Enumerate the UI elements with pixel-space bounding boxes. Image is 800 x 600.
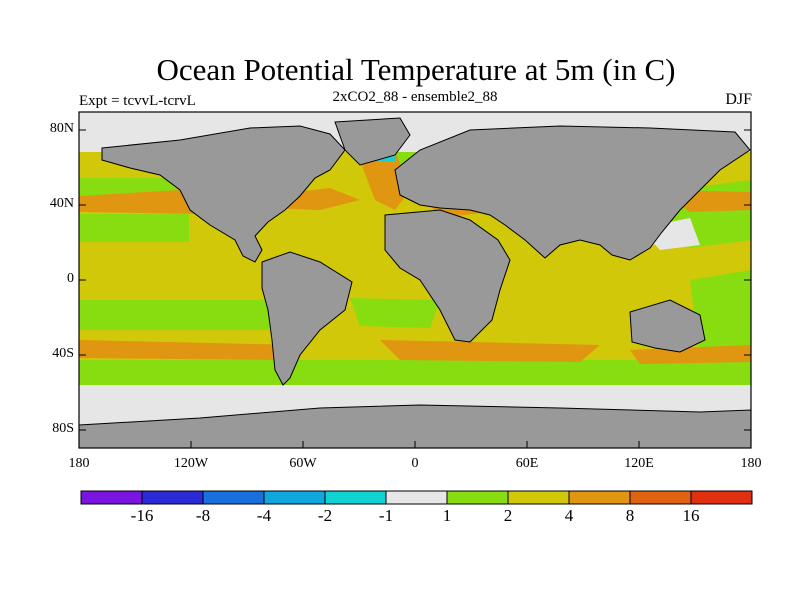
lon-label-120w: 120W — [173, 456, 209, 471]
lat-label-40s: 40S — [52, 346, 74, 361]
colorbar-label: -8 — [195, 506, 211, 525]
south-america — [261, 251, 353, 386]
axis-ticks — [79, 129, 751, 448]
lon-label-180w: 180 — [68, 456, 90, 471]
lon-label-180e: 180 — [740, 456, 762, 471]
africa — [384, 209, 511, 343]
run-label: 2xCO2_88 - ensemble2_88 — [332, 89, 498, 105]
colorbar-swatch — [324, 490, 387, 505]
colorbar-swatch — [141, 490, 204, 505]
colorbar-label: -4 — [256, 506, 272, 525]
greenland — [334, 117, 411, 166]
colorbar-swatch — [263, 490, 326, 505]
colorbar-label: 4 — [564, 506, 574, 525]
lat-label-80n: 80N — [49, 121, 74, 136]
colorbar-label: 2 — [503, 506, 513, 525]
colorbar-label: 16 — [682, 506, 700, 525]
colorbar-label: -2 — [317, 506, 333, 525]
colorbar-swatch — [568, 490, 631, 505]
colorbar-label: 8 — [625, 506, 635, 525]
colorbar-label: -1 — [378, 506, 394, 525]
colorbar-swatch — [202, 490, 265, 505]
colorbar-label: 1 — [442, 506, 452, 525]
lon-label-60w: 60W — [289, 456, 317, 471]
colorbar-label: -16 — [130, 506, 154, 525]
season-label: DJF — [725, 91, 752, 108]
colorbar-swatch — [80, 490, 143, 505]
plot-title: Ocean Potential Temperature at 5m (in C) — [156, 52, 676, 87]
colorbar-swatch — [385, 490, 448, 505]
lat-label-80s: 80S — [52, 421, 74, 436]
experiment-label: Expt = tcvvL-tcrvL — [79, 93, 196, 109]
map-panel — [78, 111, 752, 449]
eurasia — [394, 125, 751, 261]
lon-label-60e: 60E — [515, 456, 539, 471]
colorbar-swatch — [690, 490, 753, 505]
lon-label-0: 0 — [411, 456, 419, 471]
land-masses — [78, 117, 752, 449]
lat-label-0: 0 — [67, 271, 74, 286]
australia — [629, 299, 706, 353]
north-america — [101, 125, 346, 263]
colorbar — [80, 490, 753, 505]
colorbar-swatch — [629, 490, 692, 505]
lon-label-120e: 120E — [624, 456, 654, 471]
colorbar-swatch — [507, 490, 570, 505]
lat-label-40n: 40N — [49, 196, 74, 211]
colorbar-swatch — [446, 490, 509, 505]
